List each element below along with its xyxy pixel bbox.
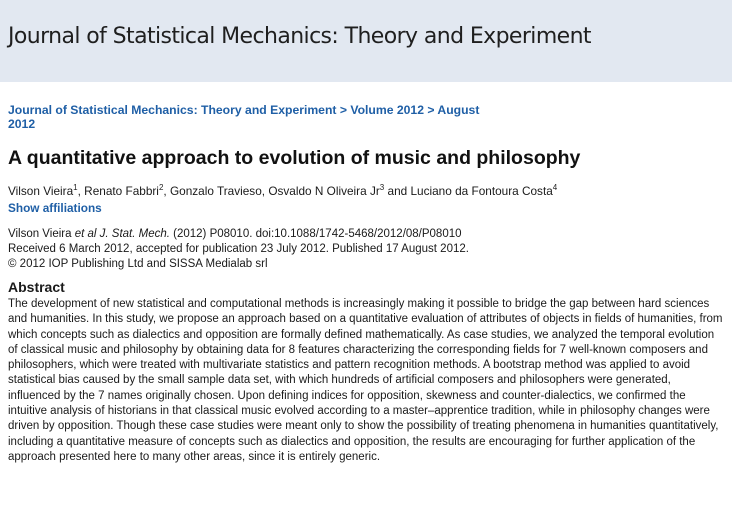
author-affiliation-number: 1 — [73, 183, 78, 192]
citation-block: Vilson Vieira et al J. Stat. Mech. (2012… — [8, 227, 724, 272]
copyright-notice: © 2012 IOP Publishing Ltd and SISSA Medi… — [8, 258, 268, 270]
author-list: Vilson Vieira1, Renato Fabbri2, Gonzalo … — [8, 183, 724, 199]
citation-line: Vilson Vieira et al J. Stat. Mech. (2012… — [8, 227, 724, 242]
breadcrumb-journal-link[interactable]: Journal of Statistical Mechanics: Theory… — [8, 103, 337, 117]
breadcrumb-separator: > — [336, 103, 351, 117]
citation-reference: (2012) P08010. doi:10.1088/1742-5468/201… — [169, 228, 462, 240]
abstract-heading: Abstract — [8, 279, 65, 295]
journal-title: Journal of Statistical Mechanics: Theory… — [8, 24, 592, 49]
breadcrumb-separator: > — [423, 103, 438, 117]
journal-banner: Journal of Statistical Mechanics: Theory… — [0, 0, 732, 82]
author-separator: , — [261, 184, 269, 198]
author-separator: , — [163, 184, 170, 198]
author-separator: and — [384, 184, 411, 198]
breadcrumb-volume-link[interactable]: Volume 2012 — [350, 103, 424, 117]
article-title: A quantitative approach to evolution of … — [8, 147, 581, 169]
abstract-text: The development of new statistical and c… — [8, 298, 723, 463]
author-name: Luciano da Fontoura Costa — [410, 184, 553, 198]
author-name: Renato Fabbri — [84, 184, 159, 198]
show-affiliations-link[interactable]: Show affiliations — [8, 201, 102, 215]
author-affiliation-number: 4 — [552, 183, 558, 192]
article-content: Journal of Statistical Mechanics: Theory… — [8, 103, 724, 465]
breadcrumb-issue-link[interactable]: August 2012 — [8, 103, 480, 131]
author-name: Osvaldo N Oliveira Jr — [268, 184, 380, 198]
breadcrumb: Journal of Statistical Mechanics: Theory… — [8, 103, 488, 131]
author-name: Gonzalo Travieso — [169, 184, 262, 198]
publication-dates: Received 6 March 2012, accepted for publ… — [8, 243, 469, 255]
citation-journal-abbrev: et al J. Stat. Mech. — [74, 228, 170, 240]
citation-authors: Vilson Vieira — [8, 228, 75, 240]
author-name: Vilson Vieira — [8, 184, 74, 198]
author-separator: , — [77, 184, 85, 198]
author-affiliation-number: 3 — [379, 183, 385, 192]
author-affiliation-number: 2 — [158, 183, 164, 192]
